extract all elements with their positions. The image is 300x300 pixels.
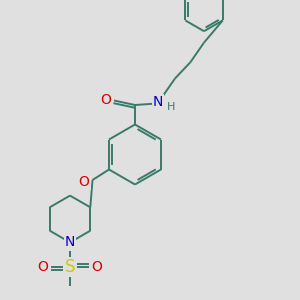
Text: O: O [79, 175, 90, 188]
Text: S: S [65, 258, 75, 276]
Text: O: O [100, 93, 111, 106]
Text: N: N [153, 95, 163, 109]
Text: O: O [38, 260, 49, 274]
Text: O: O [92, 260, 103, 274]
Text: H: H [167, 101, 175, 112]
Text: N: N [65, 236, 75, 249]
